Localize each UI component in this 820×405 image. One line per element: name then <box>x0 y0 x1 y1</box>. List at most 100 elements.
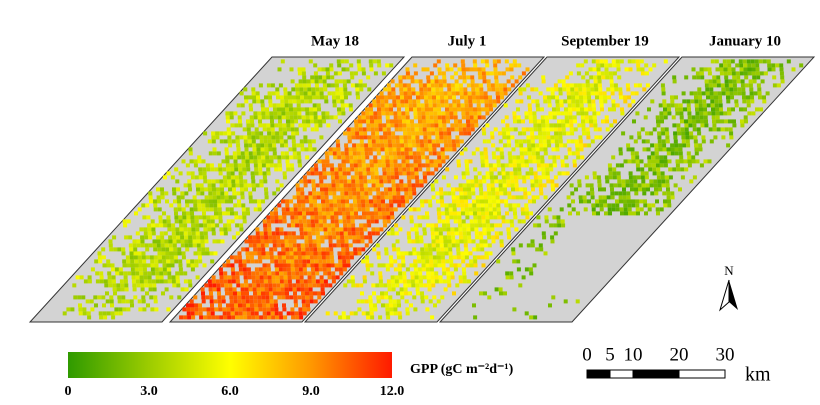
pixel <box>417 255 421 259</box>
pixel <box>550 135 554 139</box>
pixel <box>629 171 633 175</box>
pixel <box>270 251 274 255</box>
pixel <box>392 287 396 291</box>
pixel <box>725 79 729 83</box>
pixel <box>586 79 590 83</box>
pixel <box>415 127 419 131</box>
pixel <box>397 107 401 111</box>
pixel <box>489 207 493 211</box>
pixel <box>436 99 440 103</box>
pixel <box>458 219 462 223</box>
pixel <box>298 255 302 259</box>
pixel <box>490 131 494 135</box>
pixel <box>675 151 679 155</box>
pixel <box>451 231 455 235</box>
pixel <box>421 251 425 255</box>
pixel <box>131 267 135 271</box>
pixel <box>191 171 195 175</box>
pixel <box>303 83 307 87</box>
pixel <box>228 279 232 283</box>
pixel <box>230 255 234 259</box>
pixel <box>352 191 356 195</box>
pixel <box>439 87 443 91</box>
pixel <box>611 155 615 159</box>
pixel <box>313 291 317 295</box>
pixel <box>286 119 290 123</box>
pixel <box>419 79 423 83</box>
pixel <box>458 263 462 267</box>
pixel <box>547 99 551 103</box>
pixel <box>467 187 471 191</box>
pixel <box>141 243 145 247</box>
pixel <box>440 243 444 247</box>
pixel <box>485 211 489 215</box>
pixel <box>396 143 400 147</box>
pixel <box>247 135 251 139</box>
pixel <box>231 175 235 179</box>
pixel <box>467 235 471 239</box>
pixel <box>254 251 258 255</box>
pixel <box>586 183 590 187</box>
pixel <box>263 311 267 315</box>
pixel <box>406 119 410 123</box>
pixel <box>337 195 341 199</box>
pixel <box>333 203 337 207</box>
pixel <box>258 251 262 255</box>
pixel <box>346 67 350 71</box>
pixel <box>288 99 292 103</box>
pixel <box>609 75 613 79</box>
pixel <box>580 107 584 111</box>
pixel <box>476 99 480 103</box>
pixel <box>386 311 390 315</box>
pixel <box>412 99 416 103</box>
pixel <box>102 303 106 307</box>
pixel <box>326 311 330 315</box>
pixel <box>487 295 491 299</box>
pixel <box>199 315 203 319</box>
pixel <box>322 211 326 215</box>
pixel <box>470 123 474 127</box>
pixel <box>410 219 414 223</box>
pixel <box>243 311 247 315</box>
pixel <box>416 99 420 103</box>
pixel <box>317 203 321 207</box>
pixel <box>276 231 280 235</box>
pixel <box>161 243 165 247</box>
pixel <box>660 115 664 119</box>
pixel <box>224 283 228 287</box>
pixel <box>217 195 221 199</box>
pixel <box>351 175 355 179</box>
pixel <box>180 231 184 235</box>
pixel <box>460 195 464 199</box>
pixel <box>697 127 701 131</box>
pixel <box>644 115 648 119</box>
pixel <box>711 111 715 115</box>
pixel <box>345 195 349 199</box>
pixel <box>414 123 418 127</box>
pixel <box>245 151 249 155</box>
pixel <box>568 211 572 215</box>
pixel <box>704 119 708 123</box>
pixel <box>700 163 704 167</box>
pixel <box>263 171 267 175</box>
pixel <box>244 275 248 279</box>
pixel <box>194 163 198 167</box>
pixel <box>514 127 518 131</box>
pixel <box>481 215 485 219</box>
pixel <box>431 235 435 239</box>
pixel <box>532 155 536 159</box>
pixel <box>327 171 331 175</box>
pixel <box>368 295 372 299</box>
pixel <box>234 123 238 127</box>
pixel <box>743 63 747 67</box>
pixel <box>246 163 250 167</box>
pixel <box>632 119 636 123</box>
pixel <box>391 131 395 135</box>
pixel <box>400 95 404 99</box>
pixel <box>380 139 384 143</box>
pixel <box>230 207 234 211</box>
pixel <box>352 183 356 187</box>
pixel <box>310 75 314 79</box>
pixel <box>491 143 495 147</box>
pixel <box>330 167 334 171</box>
